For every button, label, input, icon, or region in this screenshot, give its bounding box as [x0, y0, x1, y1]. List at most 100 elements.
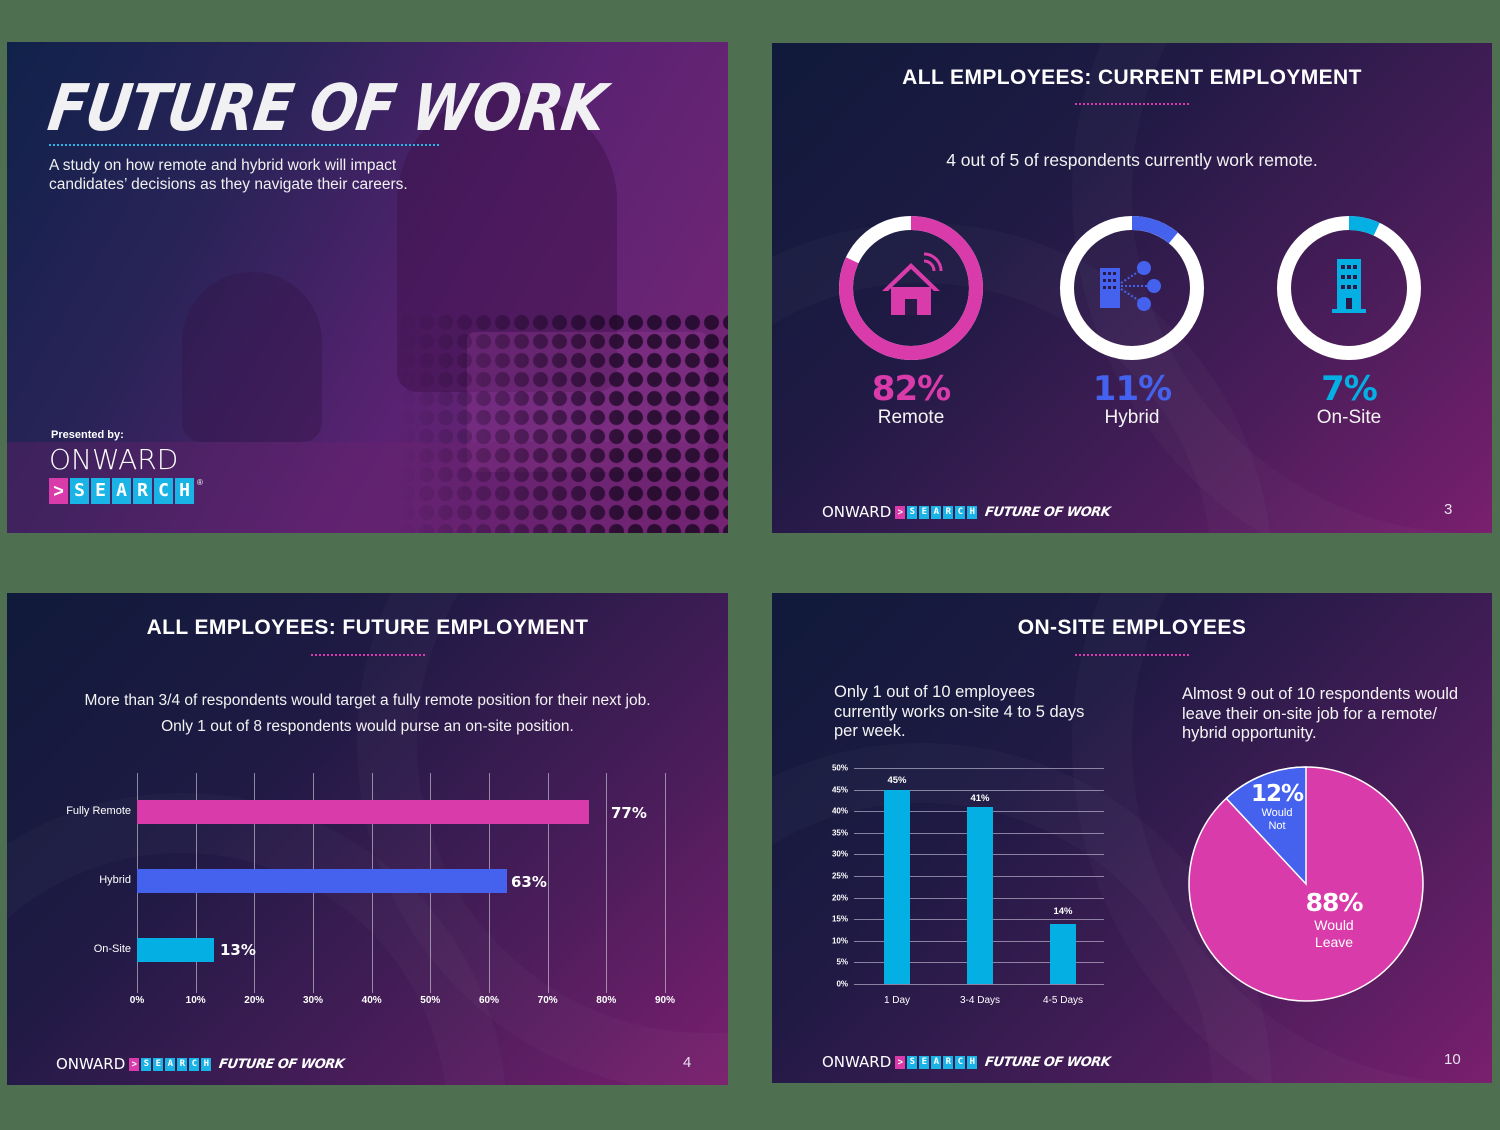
- page-number: 3: [1444, 501, 1453, 518]
- logo-letter: R: [133, 478, 152, 504]
- footer-logo: ONWARD > S E A R C H FUTURE OF WORK: [822, 1053, 1112, 1071]
- slide-current-employment[interactable]: ALL EMPLOYEES: CURRENT EMPLOYMENT 4 out …: [772, 43, 1492, 533]
- y-tick: 20%: [831, 893, 848, 903]
- x-tick: 80%: [596, 995, 617, 1006]
- x-tick: 30%: [302, 995, 324, 1006]
- bar-hybrid: [137, 869, 507, 893]
- onward-search-logo: ONWARD > S E A R C H ®: [49, 444, 203, 504]
- donut-chart-hybrid: [1060, 216, 1204, 360]
- logo-arrow-icon: >: [895, 505, 906, 519]
- footer-logo: ONWARD > S E A R C H FUTURE OF WORK: [822, 503, 1112, 521]
- logo-letter: S: [141, 1057, 152, 1071]
- y-tick: 30%: [831, 849, 848, 859]
- logo-letter: H: [967, 1055, 978, 1069]
- would-leave-label-1: Would: [1314, 917, 1354, 933]
- footer-tagline: FUTURE OF WORK: [218, 1056, 346, 1072]
- slide-title: ALL EMPLOYEES: FUTURE EMPLOYMENT: [146, 616, 589, 639]
- logo-arrow-icon: >: [49, 478, 68, 504]
- x-tick: 90%: [654, 995, 676, 1006]
- logo-arrow-icon: >: [895, 1055, 906, 1069]
- logo-letter: E: [919, 1055, 930, 1069]
- bar-onsite: [137, 938, 214, 962]
- bar-3-4-days: [967, 806, 993, 984]
- slide-onsite-employees[interactable]: ON-SITE EMPLOYEES Only 1 out of 10 emplo…: [772, 593, 1492, 1083]
- footer-tagline: FUTURE OF WORK: [984, 504, 1112, 520]
- footer-logo: ONWARD > S E A R C H FUTURE OF WORK: [56, 1055, 346, 1073]
- pie-chart-would-leave: [1188, 766, 1424, 1002]
- photo-child-silhouette: [182, 272, 322, 442]
- logo-letter: C: [154, 478, 173, 504]
- x-tick: 0%: [129, 995, 145, 1006]
- onsite-percent: 7%: [1321, 369, 1378, 409]
- logo-letter: A: [165, 1057, 176, 1071]
- logo-letter: R: [177, 1057, 188, 1071]
- footer-tagline: FUTURE OF WORK: [984, 1054, 1112, 1070]
- would-leave-label-2: Leave: [1314, 934, 1354, 950]
- bar-value: 63%: [511, 873, 547, 891]
- gridline: [665, 773, 666, 993]
- gridline: [606, 773, 608, 993]
- onsite-label: On-Site: [1316, 407, 1382, 428]
- horizontal-bar-chart: 77% Fully Remote 63% Hybrid 13% On-Site …: [66, 773, 675, 1006]
- donut-chart-onsite: [1277, 216, 1421, 360]
- onsite-days-summary: Only 1 out of 10 employees currently wor…: [834, 683, 1085, 740]
- bar-4-5-days: [1050, 923, 1076, 984]
- category-label: Fully Remote: [66, 805, 131, 817]
- would-not-label-1: Would: [1261, 807, 1293, 819]
- registered-mark: ®: [197, 478, 203, 487]
- slide-summary-line2: Only 1 out of 8 respondents would purse …: [161, 718, 574, 735]
- category-label: Hybrid: [99, 874, 131, 886]
- logo-letter: R: [943, 505, 954, 519]
- logo-letter: S: [70, 478, 89, 504]
- page-number: 10: [1444, 1051, 1461, 1068]
- y-tick: 45%: [831, 785, 848, 795]
- logo-letter: E: [91, 478, 110, 504]
- y-tick: 25%: [831, 871, 848, 881]
- vertical-bar-chart: 50% 45% 40% 35% 30% 25% 20% 15% 10% 5% 0…: [832, 764, 1104, 1006]
- footer-onward-text: ONWARD: [822, 503, 892, 521]
- logo-letter: C: [955, 505, 966, 519]
- cover-title: FUTURE OF WORK: [43, 71, 610, 146]
- title-divider: [49, 144, 439, 146]
- logo-letter: E: [153, 1057, 164, 1071]
- would-not-label-2: Not: [1268, 820, 1286, 832]
- office-network-icon: [1100, 261, 1161, 311]
- logo-letter: H: [175, 478, 194, 504]
- footer-onward-text: ONWARD: [822, 1053, 892, 1071]
- x-tick: 20%: [244, 995, 265, 1006]
- y-tick: 50%: [831, 763, 848, 773]
- logo-letter: H: [201, 1057, 212, 1071]
- donut-remote: 82% Remote: [836, 213, 986, 429]
- category-label: 4-5 Days: [1042, 995, 1083, 1006]
- title-divider: [1075, 103, 1189, 105]
- remote-percent: 82%: [871, 369, 951, 409]
- bar-value: 14%: [1053, 906, 1073, 917]
- bar-value: 13%: [220, 941, 256, 959]
- slide-cover[interactable]: FUTURE OF WORK A study on how remote and…: [7, 42, 728, 533]
- presented-by-label: Presented by:: [51, 429, 124, 441]
- logo-letter: C: [955, 1055, 966, 1069]
- would-leave-summary: Almost 9 out of 10 respondents would lea…: [1182, 685, 1459, 742]
- slide-future-employment[interactable]: ALL EMPLOYEES: FUTURE EMPLOYMENT More th…: [7, 593, 728, 1085]
- logo-arrow-icon: >: [129, 1057, 140, 1071]
- y-tick: 35%: [831, 828, 848, 838]
- office-building-icon: [1332, 259, 1366, 313]
- logo-letter: S: [907, 1055, 918, 1069]
- donut-onsite: 7% On-Site: [1274, 213, 1424, 429]
- slide-summary-line1: More than 3/4 of respondents would targe…: [84, 692, 651, 709]
- footer-onward-text: ONWARD: [56, 1055, 126, 1073]
- donut-chart-remote: [839, 216, 983, 360]
- would-not-percent: 12%: [1250, 781, 1304, 807]
- cover-subtitle: A study on how remote and hybrid work wi…: [49, 157, 408, 193]
- pie-label-would-leave: 88% Would Leave: [1279, 889, 1389, 951]
- title-divider: [1075, 654, 1189, 656]
- logo-onward-text: ONWARD: [49, 443, 179, 476]
- y-tick: 0%: [836, 979, 848, 989]
- slide-title: ON-SITE EMPLOYEES: [1017, 616, 1247, 639]
- pie-label-would-not: 12% Would Not: [1222, 781, 1332, 833]
- hybrid-percent: 11%: [1092, 369, 1172, 409]
- gridline: [854, 768, 1104, 769]
- title-divider: [310, 654, 425, 656]
- gridline: [547, 773, 549, 993]
- category-label: 3-4 Days: [959, 995, 1000, 1006]
